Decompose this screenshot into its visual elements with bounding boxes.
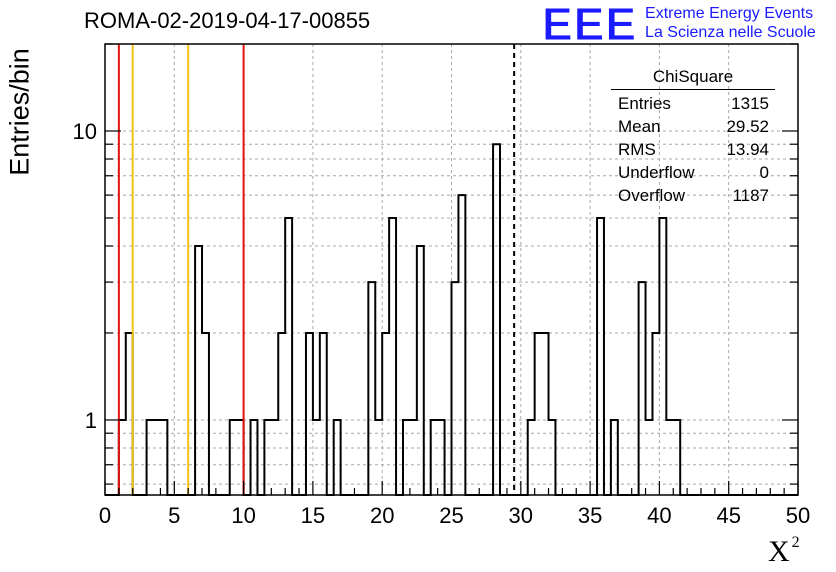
stats-label: RMS [618,140,656,159]
x-tick-label: 15 [301,503,325,528]
stats-title: ChiSquare [611,67,775,90]
x-tick-label: 45 [716,503,740,528]
y-tick-label: 10 [73,119,97,144]
stats-row: Entries 1315 [611,92,779,115]
stats-row: Mean 29.52 [611,115,779,138]
x-tick-label: 30 [509,503,533,528]
eee-logo-text: Extreme Energy Events La Scienza nelle S… [645,4,816,42]
stats-value: 29.52 [726,117,769,136]
x-tick-label: 40 [647,503,671,528]
stats-row: RMS 13.94 [611,138,779,161]
stats-value: 1187 [732,186,769,205]
x-axis-label-superscript: 2 [791,534,800,551]
x-tick-label: 20 [370,503,394,528]
stats-label: Mean [618,117,661,136]
chart-title: ROMA-02-2019-04-17-00855 [84,8,371,33]
y-tick-label: 1 [85,408,97,433]
stats-row: Overflow 1187 [611,184,779,207]
logo-line-2: La Scienza nelle Scuole [645,24,816,41]
x-tick-label: 0 [99,503,111,528]
x-tick-label: 35 [578,503,602,528]
stats-label: Entries [618,94,671,113]
eee-logo: EEE Extreme Energy Events La Scienza nel… [541,0,816,50]
stats-value: 1315 [731,94,769,113]
stats-label: Overflow [618,186,686,205]
eee-logo-mark: EEE [541,0,638,50]
stats-value: 0 [759,163,769,182]
x-tick-label: 25 [439,503,463,528]
x-tick-label: 10 [231,503,255,528]
y-axis-label: Entries/bin [4,48,35,176]
stats-value: 13.94 [726,140,769,159]
x-tick-label: 5 [168,503,180,528]
stats-row: Underflow 0 [611,161,779,184]
logo-line-1: Extreme Energy Events [645,5,814,22]
stats-label: Underflow [618,163,695,182]
stats-box: ChiSquare Entries 1315 Mean 29.52 RMS 13.94… [611,67,779,207]
x-tick-label: 50 [786,503,810,528]
x-axis-label-text: X [768,535,790,568]
